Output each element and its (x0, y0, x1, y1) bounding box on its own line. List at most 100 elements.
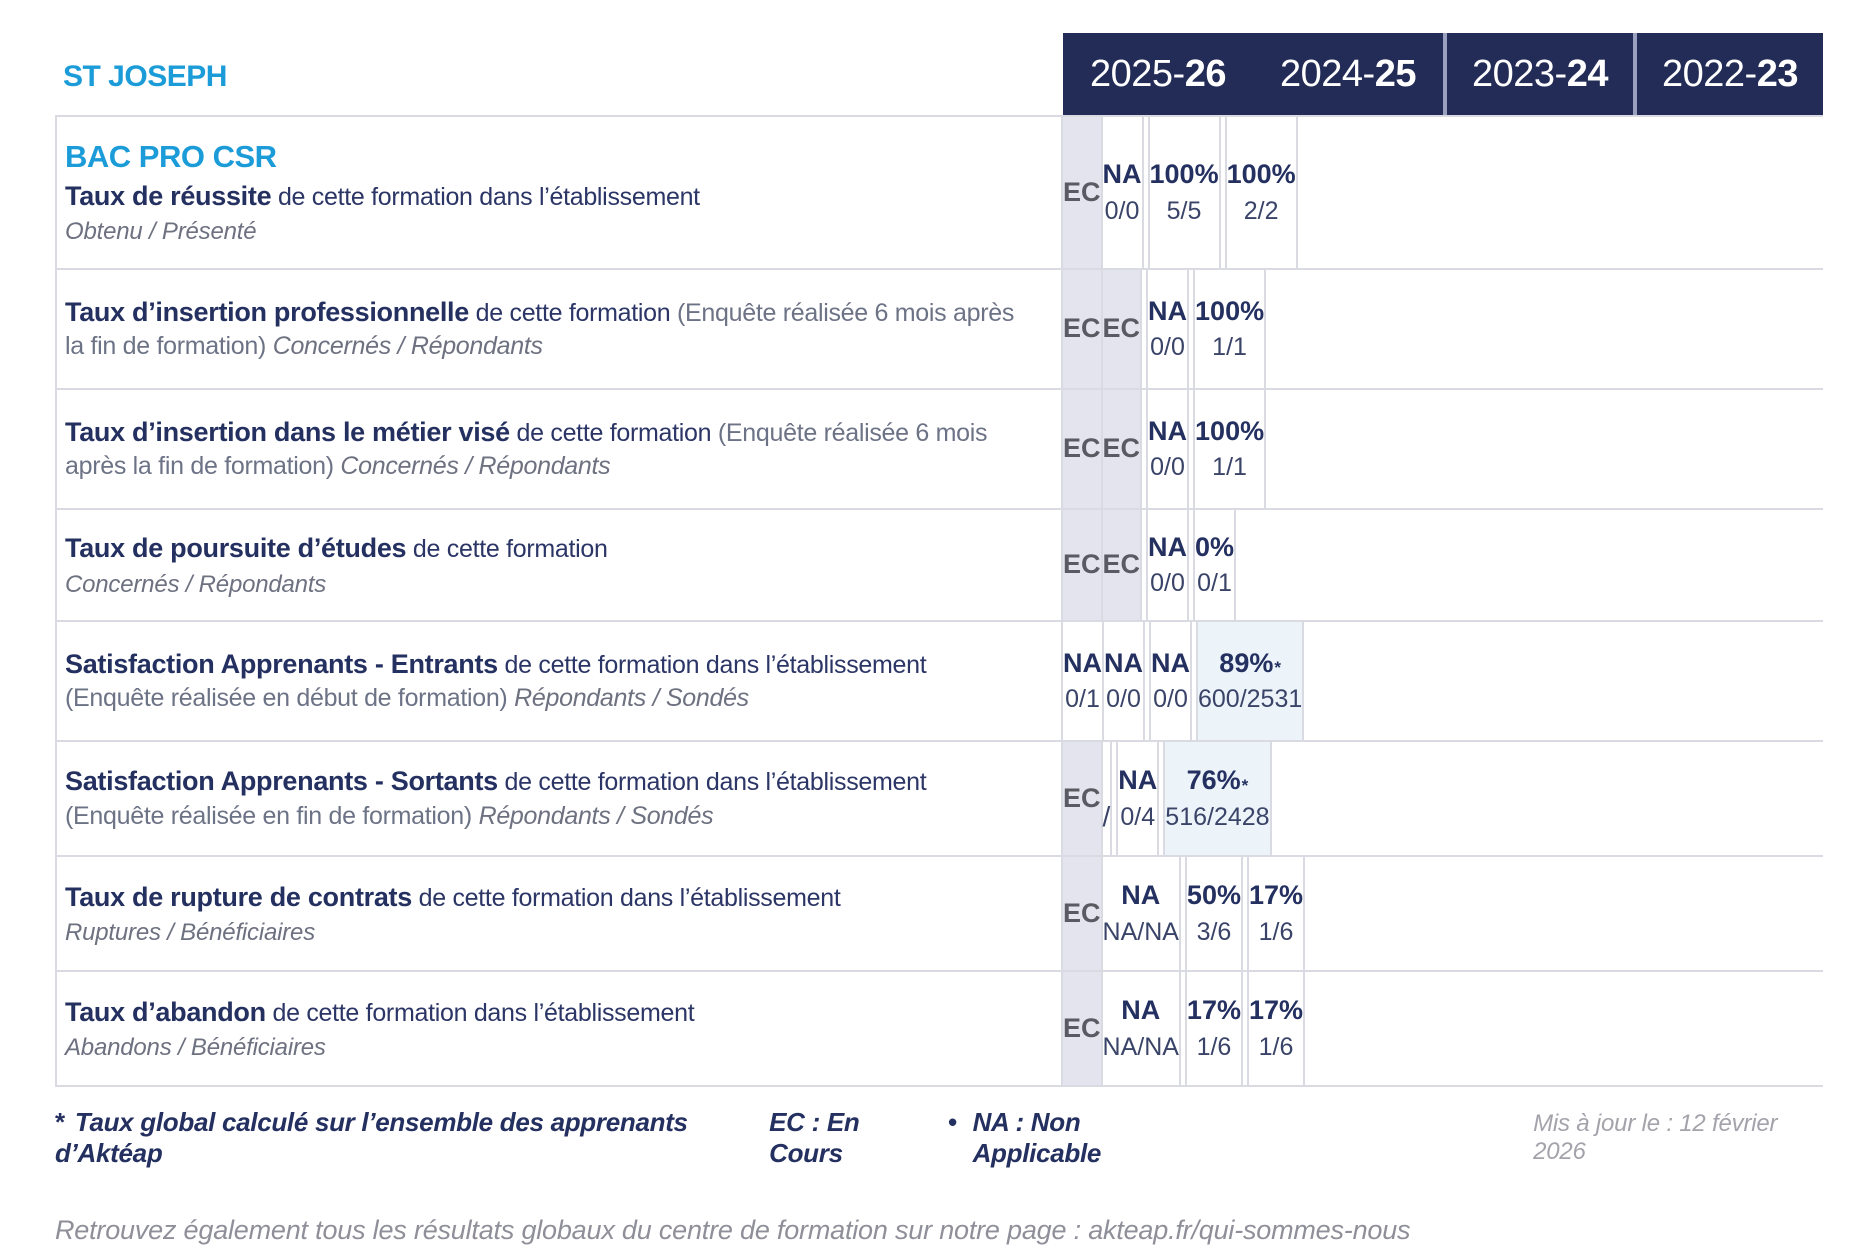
row-label: Satisfaction Apprenants - Sortants de ce… (55, 742, 1063, 855)
metric-name: Satisfaction Apprenants - Entrants (65, 648, 498, 679)
column-gap (1189, 270, 1194, 388)
cell-value-text: 100% (1149, 159, 1219, 189)
cell-value: EC (1063, 897, 1101, 931)
row-label: Taux d’abandon de cette formation dans l… (55, 972, 1063, 1085)
footnote-text: Taux global calculé sur l’ensemble des a… (55, 1107, 688, 1168)
metric-survey-note: (Enquête réalisée en début de formation) (65, 684, 508, 713)
metric-ratio-label: Répondants / Sondés (478, 801, 714, 830)
table-row: Taux de rupture de contrats de cette for… (55, 855, 1823, 970)
cell-value: NA (1118, 764, 1157, 798)
metric-scope: de cette formation dans l’établissement (418, 883, 841, 912)
table-row: Taux de poursuite d’études de cette form… (55, 508, 1823, 620)
value-cell: 89% * 600/2531 (1196, 622, 1305, 740)
value-cell: 100% 5/5 (1147, 117, 1221, 268)
cell-value-text: NA (1104, 647, 1143, 678)
year-prefix: 2023- (1472, 52, 1567, 95)
cell-value-text: EC (1063, 433, 1101, 464)
cell-ratio: 0/4 (1120, 802, 1156, 831)
metric-ratio-label: Concernés / Répondants (340, 452, 611, 481)
cell-value-text: NA (1063, 647, 1102, 678)
cell-ratio: 0/0 (1153, 685, 1188, 714)
metric-ratio-label: Concernés / Répondants (65, 570, 327, 598)
value-cell: 0% 0/1 (1193, 510, 1237, 620)
value-cell: EC (1063, 510, 1103, 620)
legend-na: NA : Non Applicable (972, 1107, 1102, 1168)
value-cell: 17% 1/6 (1246, 857, 1306, 970)
cell-value-text: NA (1121, 880, 1161, 910)
value-cell: 100% 1/1 (1193, 390, 1267, 508)
value-cell: NA 0/0 (1104, 622, 1145, 740)
value-cell: NA 0/0 (1146, 390, 1190, 508)
footnote-global-rate: * Taux global calculé sur l’ensemble des … (55, 1107, 769, 1169)
metric-survey-note: (Enquête réalisée 6 mois après la fin de… (65, 418, 988, 481)
cell-ratio: 2/2 (1243, 196, 1279, 225)
column-gap (1112, 742, 1117, 855)
cell-value-text: EC (1102, 549, 1141, 580)
cell-value-text: 17% (1248, 880, 1304, 910)
header-label-cell: ST JOSEPH (55, 33, 1063, 115)
cell-value: NA (1103, 158, 1142, 192)
metric-ratio-label: Ruptures / Bénéficiaires (65, 919, 315, 947)
row-label: Satisfaction Apprenants - Entrants de ce… (55, 622, 1063, 740)
row-label: Taux d’insertion professionnelle de cett… (55, 270, 1063, 388)
metric-description: Taux d’insertion professionnelle de cett… (65, 295, 1031, 364)
row-label: Taux de poursuite d’études de cette form… (55, 510, 1063, 620)
value-cell: / (1102, 742, 1113, 855)
abbreviation-legend: EC : En Cours • NA : Non Applicable (769, 1107, 1203, 1169)
metric-scope: de cette formation (475, 298, 671, 327)
cell-ratio: 516/2428 (1165, 802, 1270, 831)
cell-value-text: NA (1148, 415, 1188, 446)
cell-value: NA (1148, 294, 1187, 328)
year-column-header-2025-26: 2025- 26 (1063, 33, 1253, 115)
cell-ratio: NA/NA (1102, 1032, 1179, 1061)
cell-ratio: 1/1 (1212, 453, 1247, 482)
value-cell: EC (1063, 390, 1103, 508)
metric-ratio-label: Répondants / Sondés (514, 684, 749, 713)
cell-value-text: NA (1148, 531, 1188, 562)
year-prefix: 2024- (1280, 52, 1375, 95)
value-cell: NA 0/0 (1146, 270, 1190, 388)
cell-value-text: NA (1148, 295, 1188, 326)
cell-value: 76% * (1187, 764, 1249, 798)
metric-description: Taux de réussite de cette formation dans… (65, 179, 1031, 215)
metric-scope: de cette formation dans l’établissement (272, 998, 695, 1027)
column-gap (1180, 972, 1185, 1085)
metric-ratio-label: Abandons / Bénéficiaires (65, 1034, 326, 1062)
value-cell: NA 0/0 (1146, 510, 1190, 620)
cell-value: 0% (1195, 530, 1234, 564)
value-cell: EC (1063, 972, 1103, 1085)
metric-description: Taux d’insertion dans le métier visé de … (65, 415, 1031, 484)
table-row: Satisfaction Apprenants - Sortants de ce… (55, 740, 1823, 855)
cell-value-text: 100% (1226, 159, 1296, 189)
cell-value-text: 0% (1195, 531, 1235, 562)
cell-ratio: 1/6 (1258, 1032, 1294, 1061)
column-gap (1142, 510, 1147, 620)
cell-value: NA (1148, 414, 1187, 448)
metric-name: Taux d’insertion professionnelle (65, 296, 469, 327)
cell-ratio: 600/2531 (1198, 685, 1303, 714)
row-label: Taux de rupture de contrats de cette for… (55, 857, 1063, 970)
metric-name: Taux d’insertion dans le métier visé (65, 416, 510, 447)
row-label: Taux d’insertion dans le métier visé de … (55, 390, 1063, 508)
cell-ratio: 0/0 (1150, 569, 1185, 598)
metric-description: Taux d’abandon de cette formation dans l… (65, 995, 1031, 1031)
cell-value-text: 100% (1195, 415, 1265, 446)
cell-ratio: 0/0 (1104, 196, 1140, 225)
cell-value-text: EC (1063, 782, 1101, 813)
cell-value-text: NA (1121, 995, 1161, 1025)
table-row: Taux d’insertion professionnelle de cett… (55, 268, 1823, 388)
metric-description: Satisfaction Apprenants - Sortants de ce… (65, 764, 1031, 833)
cell-value: 50% (1187, 879, 1241, 913)
value-cell: 17% 1/6 (1184, 972, 1243, 1085)
metric-survey-note: (Enquête réalisée en fin de formation) (65, 801, 472, 830)
cell-value-text: 76% (1186, 765, 1241, 795)
cell-value: 100% (1227, 158, 1296, 192)
year-column-header-2024-25: 2024- 25 (1253, 33, 1443, 115)
legend-bullet: • (947, 1107, 957, 1137)
column-gap (1220, 117, 1225, 268)
value-cell: 17% 1/6 (1246, 972, 1306, 1085)
metric-ratio-label: Obtenu / Présenté (65, 218, 257, 246)
cell-value-text: 17% (1248, 995, 1304, 1025)
results-table: ST JOSEPH 2025- 26 2024- 25 2023- 24 2022- 2… (55, 33, 1823, 1246)
cell-value-text: NA (1102, 159, 1142, 189)
